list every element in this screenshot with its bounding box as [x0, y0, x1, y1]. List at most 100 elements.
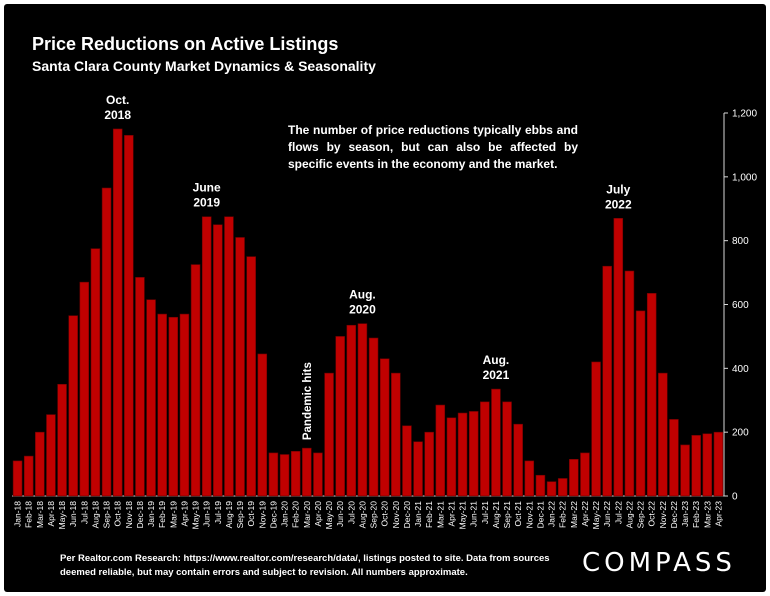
annotation-label: 2018	[104, 108, 131, 122]
x-tick-label: Jun-20	[335, 501, 345, 527]
x-tick-label: Oct-19	[246, 501, 256, 527]
x-tick-label: Mar-18	[35, 501, 45, 528]
bar	[268, 452, 279, 497]
x-tick-label: Dec-19	[268, 501, 278, 529]
bar	[235, 237, 245, 497]
x-tick-label: Jan-21	[413, 501, 423, 527]
y-tick-label: 800	[732, 236, 749, 247]
bar	[680, 444, 690, 497]
bar	[157, 313, 167, 497]
source-footnote: Per Realtor.com Research: https://www.re…	[60, 553, 550, 578]
bar	[124, 135, 134, 497]
bar	[79, 281, 90, 497]
bar	[179, 313, 190, 497]
bar	[468, 411, 479, 497]
x-tick-label: Aug-22	[624, 501, 634, 529]
annotation-label: 2020	[349, 303, 376, 317]
annotation-label: Pandemic hits	[302, 362, 314, 440]
x-tick-label: Feb-21	[424, 501, 434, 528]
x-tick-label: Apr-23	[713, 501, 723, 527]
bar	[112, 128, 123, 497]
bar	[246, 256, 256, 497]
bar	[557, 478, 568, 497]
x-tick-label: Dec-20	[402, 501, 412, 529]
x-tick-label: May-18	[57, 501, 67, 530]
bar	[669, 419, 679, 497]
bar	[135, 277, 145, 497]
bar	[290, 451, 301, 497]
x-tick-label: Jun-19	[202, 501, 212, 527]
bar	[602, 265, 612, 497]
annotation-label: 2019	[193, 196, 220, 210]
x-tick-label: Oct-20	[380, 501, 390, 527]
x-tick-label: Sep-18	[102, 501, 112, 529]
bar	[90, 248, 101, 497]
y-tick-label: 400	[732, 364, 749, 375]
annotation-label: 2021	[483, 368, 510, 382]
x-tick-label: Apr-18	[46, 501, 56, 527]
bar	[46, 414, 56, 497]
bar	[546, 481, 557, 497]
bar	[491, 388, 501, 497]
bar	[224, 216, 234, 497]
x-tick-label: Nov-22	[658, 501, 668, 529]
bar	[446, 417, 457, 497]
bar	[713, 431, 724, 497]
x-tick-label: Jan-22	[547, 501, 557, 527]
x-tick-label: Jun-18	[68, 501, 78, 527]
y-tick-label: 1,000	[732, 172, 757, 183]
bar	[435, 404, 446, 497]
chart-title: Price Reductions on Active Listings	[32, 34, 339, 54]
x-tick-label: Aug-18	[90, 501, 100, 529]
x-tick-label: Feb-18	[24, 501, 34, 528]
bar	[457, 412, 468, 497]
x-tick-label: Aug-21	[491, 501, 501, 529]
bar	[646, 293, 657, 497]
x-tick-label: Feb-20	[291, 501, 301, 528]
bar	[101, 187, 112, 497]
y-tick-label: 0	[732, 492, 738, 503]
x-tick-label: Feb-19	[157, 501, 167, 528]
bar	[658, 372, 668, 497]
annotation-label: Aug.	[483, 353, 510, 367]
x-tick-label: Jan-19	[146, 501, 156, 527]
bar	[624, 270, 635, 497]
x-tick-label: Sep-19	[235, 501, 245, 529]
x-tick-label: Aug-19	[224, 501, 234, 529]
x-tick-label: Dec-21	[535, 501, 545, 529]
bar	[379, 358, 390, 497]
bar	[302, 447, 312, 497]
bar	[580, 452, 590, 497]
annotation-note: The number of price reductions typically…	[288, 123, 578, 171]
x-tick-label: Jun-21	[469, 501, 479, 527]
bar	[313, 452, 323, 497]
x-tick-label: Oct-21	[513, 501, 523, 527]
y-tick-label: 200	[732, 428, 749, 439]
x-tick-label: Jan-20	[280, 501, 290, 527]
x-tick-label: May-19	[191, 501, 201, 530]
x-tick-label: Oct-18	[113, 501, 123, 527]
x-tick-label: Apr-21	[446, 501, 456, 527]
annotation-label: 2022	[605, 197, 632, 211]
x-tick-label: Nov-19	[257, 501, 267, 529]
bar	[524, 460, 535, 497]
compass-logo: COMPASS	[582, 548, 736, 578]
bar	[324, 372, 334, 497]
x-tick-label: Jul-22	[613, 501, 623, 524]
bar	[702, 433, 713, 497]
x-tick-label: May-21	[458, 501, 468, 530]
x-tick-label: Mar-23	[702, 501, 712, 528]
bar	[201, 216, 212, 497]
x-tick-label: Mar-20	[302, 501, 312, 528]
bar	[480, 401, 490, 497]
x-tick-label: Mar-19	[168, 501, 178, 528]
bar	[257, 353, 268, 497]
x-tick-label: Dec-18	[135, 501, 145, 529]
x-tick-label: Sep-21	[502, 501, 512, 529]
x-tick-label: Apr-20	[313, 501, 323, 527]
bar	[391, 372, 401, 497]
bar	[35, 431, 45, 497]
x-tick-label: May-20	[324, 501, 334, 530]
bar	[335, 336, 345, 497]
x-tick-label: Jan-23	[680, 501, 690, 527]
